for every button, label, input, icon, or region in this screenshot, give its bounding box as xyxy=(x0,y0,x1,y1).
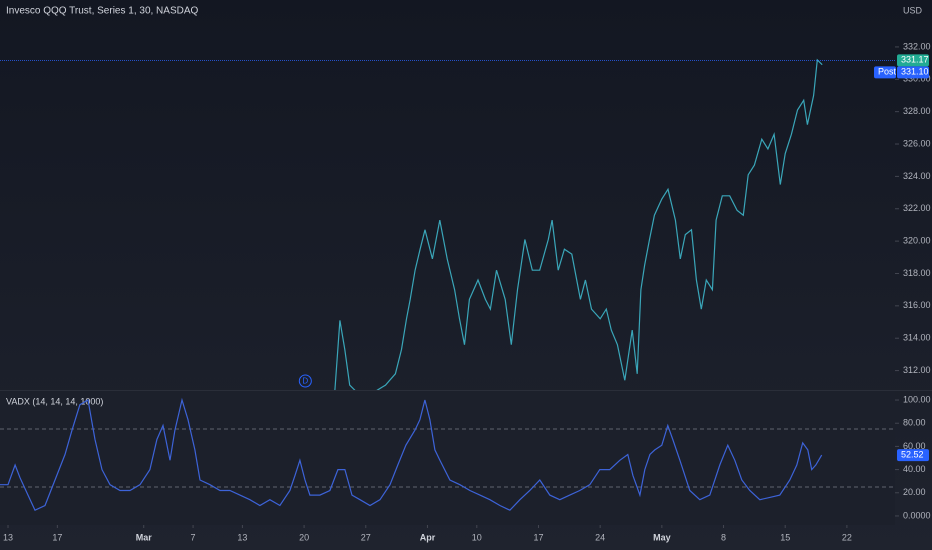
y-tick-label: 40.00 xyxy=(903,464,926,474)
y-tick-label: 312.00 xyxy=(903,365,931,375)
data-line xyxy=(0,397,823,511)
y-tick-label: 318.00 xyxy=(903,268,931,278)
last-price-box xyxy=(897,54,929,67)
y-tick-label: 60.00 xyxy=(903,441,926,451)
post-price-box xyxy=(897,66,929,79)
indicator-pane xyxy=(0,391,895,525)
y-tick-label: 20.00 xyxy=(903,487,926,497)
y-tick-label: 316.00 xyxy=(903,300,931,310)
x-tick-label: 22 xyxy=(842,532,852,542)
indicator-title: VADX (14, 14, 14, 1000) xyxy=(6,396,103,406)
x-tick-label: 13 xyxy=(3,532,13,542)
x-tick-label: May xyxy=(653,532,671,542)
x-tick-label: 24 xyxy=(595,532,605,542)
unit-label: USD xyxy=(903,5,923,15)
last-price-label: 331.17 xyxy=(901,55,929,65)
y-tick-label: 326.00 xyxy=(903,138,931,148)
x-tick-label: 7 xyxy=(191,532,196,542)
y-tick-label: 322.00 xyxy=(903,203,931,213)
x-tick-label: 20 xyxy=(299,532,309,542)
data-line xyxy=(334,58,823,390)
post-badge xyxy=(874,66,896,79)
x-tick-label: 27 xyxy=(361,532,371,542)
y-tick-label: 332.00 xyxy=(903,41,931,51)
x-tick-label: 13 xyxy=(237,532,247,542)
x-tick-label: Mar xyxy=(136,532,153,542)
dividend-label: D xyxy=(302,377,308,386)
y-tick-label: 324.00 xyxy=(903,171,931,181)
x-tick-label: 10 xyxy=(472,532,482,542)
last-value-box xyxy=(897,449,929,462)
post-price-label: 331.10 xyxy=(901,67,929,77)
x-tick-label: 17 xyxy=(52,532,62,542)
x-tick-label: 17 xyxy=(533,532,543,542)
y-tick-label: 100.00 xyxy=(903,394,931,404)
y-tick-label: 328.00 xyxy=(903,106,931,116)
y-tick-label: 330.00 xyxy=(903,74,931,84)
post-label: Post xyxy=(878,67,897,77)
y-tick-label: 80.00 xyxy=(903,418,926,428)
x-tick-label: 8 xyxy=(721,532,726,542)
x-tick-label: 15 xyxy=(780,532,790,542)
y-tick-label: 320.00 xyxy=(903,235,931,245)
chart-title: Invesco QQQ Trust, Series 1, 30, NASDAQ xyxy=(6,6,199,17)
y-tick-label: 0.0000 xyxy=(903,510,931,520)
y-tick-label: 314.00 xyxy=(903,333,931,343)
dividend-marker xyxy=(298,374,312,388)
last-value-label: 52.52 xyxy=(901,449,924,459)
x-tick-label: Apr xyxy=(420,532,436,542)
